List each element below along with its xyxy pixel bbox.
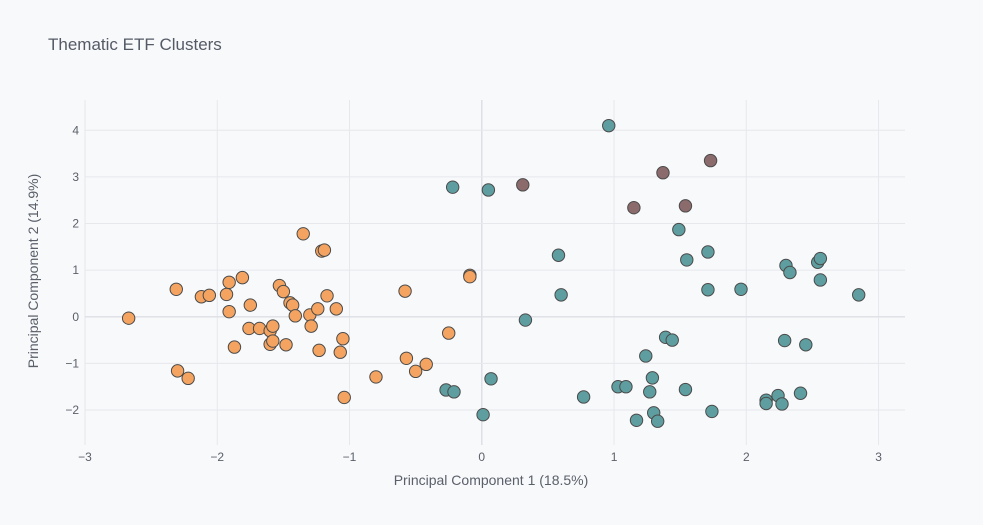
- data-point[interactable]: [551, 248, 566, 262]
- data-point[interactable]: [317, 243, 332, 257]
- data-point[interactable]: [576, 390, 591, 404]
- data-point[interactable]: [445, 180, 460, 194]
- data-point[interactable]: [554, 288, 568, 302]
- data-point[interactable]: [518, 313, 533, 327]
- data-point[interactable]: [279, 338, 293, 352]
- y-tick-label: 1: [72, 263, 79, 277]
- data-point[interactable]: [650, 414, 665, 428]
- data-point[interactable]: [304, 319, 318, 333]
- data-point[interactable]: [463, 269, 477, 284]
- data-point[interactable]: [219, 287, 234, 302]
- x-tick-label: 2: [743, 450, 750, 464]
- data-point[interactable]: [701, 283, 715, 297]
- data-point[interactable]: [629, 413, 644, 427]
- x-tick-label: 1: [611, 450, 618, 464]
- y-tick-label: 0: [72, 310, 79, 324]
- data-point[interactable]: [852, 288, 866, 302]
- data-point[interactable]: [656, 166, 670, 180]
- data-points: [121, 118, 866, 428]
- data-point[interactable]: [777, 333, 792, 348]
- data-point[interactable]: [447, 385, 461, 399]
- x-tick-label: −2: [210, 450, 224, 464]
- y-axis-label: Principal Component 2 (14.9%): [25, 174, 41, 369]
- data-point[interactable]: [121, 311, 136, 325]
- data-point[interactable]: [775, 397, 789, 411]
- data-point[interactable]: [783, 265, 797, 280]
- chart-title: Thematic ETF Clusters: [48, 35, 222, 54]
- data-point[interactable]: [243, 298, 258, 312]
- data-point[interactable]: [398, 284, 412, 298]
- data-point[interactable]: [680, 253, 694, 267]
- data-point[interactable]: [639, 349, 653, 363]
- grid-lines: [84, 100, 905, 445]
- x-tick-label: −3: [78, 450, 92, 464]
- data-point[interactable]: [333, 345, 347, 359]
- data-point[interactable]: [296, 227, 310, 241]
- data-point[interactable]: [705, 404, 719, 419]
- y-tick-label: −2: [65, 403, 79, 417]
- data-point[interactable]: [169, 282, 183, 296]
- x-tick-label: −1: [343, 450, 357, 464]
- data-point[interactable]: [222, 275, 236, 289]
- data-point[interactable]: [678, 199, 693, 213]
- data-point[interactable]: [222, 304, 236, 319]
- data-point[interactable]: [336, 332, 350, 346]
- data-point[interactable]: [227, 340, 242, 354]
- data-point[interactable]: [337, 390, 351, 405]
- y-tick-label: 3: [72, 170, 79, 184]
- data-point[interactable]: [793, 386, 808, 400]
- data-point[interactable]: [645, 371, 660, 385]
- data-point[interactable]: [266, 319, 280, 333]
- data-point[interactable]: [799, 338, 813, 352]
- data-point[interactable]: [759, 396, 773, 411]
- data-point[interactable]: [627, 200, 641, 215]
- data-point[interactable]: [516, 178, 530, 192]
- data-point[interactable]: [170, 364, 185, 378]
- y-tick-label: 2: [72, 217, 79, 231]
- data-point[interactable]: [320, 289, 334, 303]
- data-point[interactable]: [481, 183, 496, 197]
- data-point[interactable]: [703, 153, 718, 168]
- data-point[interactable]: [602, 118, 616, 133]
- data-point[interactable]: [665, 333, 679, 347]
- data-point[interactable]: [288, 309, 302, 323]
- x-axis-label: Principal Component 1 (18.5%): [394, 472, 589, 488]
- data-point[interactable]: [678, 382, 693, 397]
- data-point[interactable]: [619, 380, 633, 394]
- data-point[interactable]: [408, 364, 423, 379]
- data-point[interactable]: [442, 326, 456, 340]
- data-point[interactable]: [311, 302, 325, 316]
- data-point[interactable]: [643, 385, 657, 399]
- data-point[interactable]: [734, 282, 748, 296]
- data-point[interactable]: [276, 284, 291, 299]
- data-point[interactable]: [369, 370, 383, 384]
- y-tick-label: 4: [72, 123, 79, 137]
- data-point[interactable]: [476, 407, 490, 422]
- data-point[interactable]: [312, 343, 326, 358]
- data-point[interactable]: [484, 372, 498, 386]
- data-point[interactable]: [202, 288, 217, 303]
- data-point[interactable]: [672, 222, 686, 237]
- data-point[interactable]: [235, 270, 250, 285]
- data-point[interactable]: [701, 245, 715, 259]
- data-point[interactable]: [399, 351, 414, 365]
- data-point[interactable]: [329, 302, 343, 316]
- data-point[interactable]: [813, 251, 828, 266]
- data-point[interactable]: [266, 334, 280, 348]
- x-tick-label: 3: [875, 450, 882, 464]
- data-point[interactable]: [419, 357, 433, 372]
- x-tick-label: 0: [478, 450, 485, 464]
- data-point[interactable]: [181, 371, 195, 386]
- tick-labels: −3 −2 −1 0 1 2 3 −2 −1 0 1 2 3 4: [65, 123, 882, 464]
- y-tick-label: −1: [65, 356, 79, 370]
- data-point[interactable]: [813, 273, 828, 287]
